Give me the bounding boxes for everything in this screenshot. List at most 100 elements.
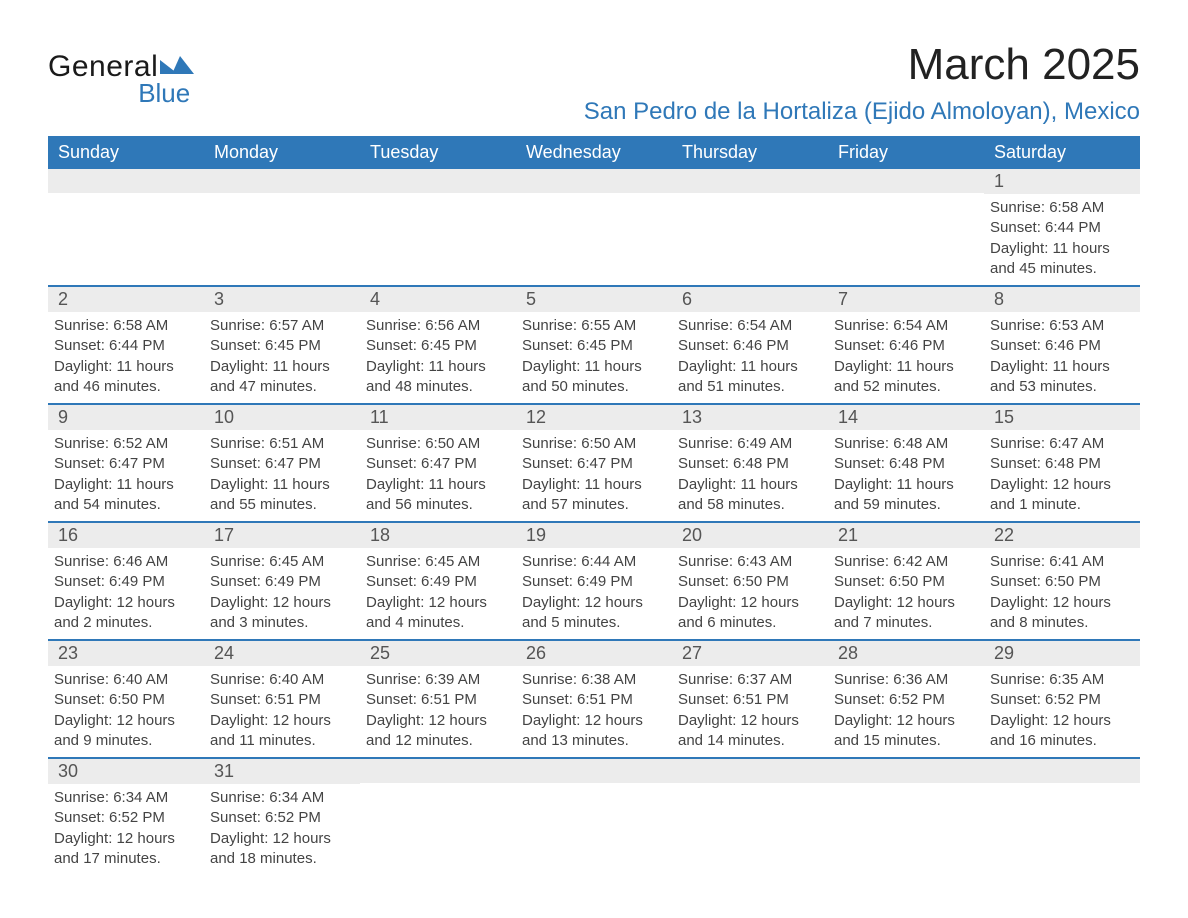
sunrise-text: Sunrise: 6:55 AM xyxy=(522,316,662,336)
sunrise-text: Sunrise: 6:45 AM xyxy=(366,552,506,572)
calendar-day xyxy=(360,169,516,285)
sunrise-text: Sunrise: 6:48 AM xyxy=(834,434,974,454)
title-block: March 2025 San Pedro de la Hortaliza (Ej… xyxy=(584,40,1140,126)
logo-text-blue: Blue xyxy=(126,80,194,106)
header: General Blue March 2025 San Pedro de la … xyxy=(48,40,1140,126)
daylight-text: Daylight: 11 hours and 54 minutes. xyxy=(54,475,194,516)
sunset-text: Sunset: 6:45 PM xyxy=(366,336,506,356)
day-details: Sunrise: 6:40 AMSunset: 6:51 PMDaylight:… xyxy=(204,666,360,757)
sunset-text: Sunset: 6:49 PM xyxy=(522,572,662,592)
sunset-text: Sunset: 6:46 PM xyxy=(678,336,818,356)
daylight-text: Daylight: 12 hours and 4 minutes. xyxy=(366,593,506,634)
day-number: 26 xyxy=(516,641,672,666)
calendar-day: 2Sunrise: 6:58 AMSunset: 6:44 PMDaylight… xyxy=(48,287,204,403)
sunset-text: Sunset: 6:51 PM xyxy=(678,690,818,710)
calendar-week: 1Sunrise: 6:58 AMSunset: 6:44 PMDaylight… xyxy=(48,169,1140,287)
day-details xyxy=(204,193,360,273)
day-number: 4 xyxy=(360,287,516,312)
day-number: 12 xyxy=(516,405,672,430)
sunrise-text: Sunrise: 6:34 AM xyxy=(54,788,194,808)
dow-wednesday: Wednesday xyxy=(516,136,672,169)
calendar-day: 7Sunrise: 6:54 AMSunset: 6:46 PMDaylight… xyxy=(828,287,984,403)
daylight-text: Daylight: 11 hours and 57 minutes. xyxy=(522,475,662,516)
sunset-text: Sunset: 6:46 PM xyxy=(990,336,1130,356)
sunset-text: Sunset: 6:48 PM xyxy=(678,454,818,474)
calendar-day xyxy=(516,759,672,875)
dow-friday: Friday xyxy=(828,136,984,169)
sunset-text: Sunset: 6:48 PM xyxy=(834,454,974,474)
sunset-text: Sunset: 6:49 PM xyxy=(210,572,350,592)
daylight-text: Daylight: 12 hours and 8 minutes. xyxy=(990,593,1130,634)
sunrise-text: Sunrise: 6:56 AM xyxy=(366,316,506,336)
daylight-text: Daylight: 12 hours and 5 minutes. xyxy=(522,593,662,634)
sunset-text: Sunset: 6:47 PM xyxy=(210,454,350,474)
sunrise-text: Sunrise: 6:44 AM xyxy=(522,552,662,572)
day-details: Sunrise: 6:45 AMSunset: 6:49 PMDaylight:… xyxy=(204,548,360,639)
day-number: 7 xyxy=(828,287,984,312)
sunrise-text: Sunrise: 6:50 AM xyxy=(522,434,662,454)
dow-sunday: Sunday xyxy=(48,136,204,169)
calendar-day: 8Sunrise: 6:53 AMSunset: 6:46 PMDaylight… xyxy=(984,287,1140,403)
day-number xyxy=(516,759,672,783)
calendar-day xyxy=(984,759,1140,875)
calendar-week: 23Sunrise: 6:40 AMSunset: 6:50 PMDayligh… xyxy=(48,641,1140,759)
calendar-day: 26Sunrise: 6:38 AMSunset: 6:51 PMDayligh… xyxy=(516,641,672,757)
day-details: Sunrise: 6:57 AMSunset: 6:45 PMDaylight:… xyxy=(204,312,360,403)
day-number xyxy=(204,169,360,193)
sunset-text: Sunset: 6:51 PM xyxy=(210,690,350,710)
sunrise-text: Sunrise: 6:42 AM xyxy=(834,552,974,572)
day-details xyxy=(360,783,516,863)
dow-thursday: Thursday xyxy=(672,136,828,169)
daylight-text: Daylight: 11 hours and 52 minutes. xyxy=(834,357,974,398)
day-number: 22 xyxy=(984,523,1140,548)
daylight-text: Daylight: 11 hours and 46 minutes. xyxy=(54,357,194,398)
day-details xyxy=(828,783,984,863)
calendar-day: 19 Sunrise: 6:44 AMSunset: 6:49 PMDayligh… xyxy=(516,523,672,639)
sunrise-text: Sunrise: 6:36 AM xyxy=(834,670,974,690)
daylight-text: Daylight: 11 hours and 58 minutes. xyxy=(678,475,818,516)
daylight-text: Daylight: 12 hours and 13 minutes. xyxy=(522,711,662,752)
sunrise-text: Sunrise: 6:35 AM xyxy=(990,670,1130,690)
day-number xyxy=(672,759,828,783)
daylight-text: Daylight: 11 hours and 59 minutes. xyxy=(834,475,974,516)
day-details: Sunrise: 6:54 AMSunset: 6:46 PMDaylight:… xyxy=(828,312,984,403)
daylight-text: Daylight: 12 hours and 15 minutes. xyxy=(834,711,974,752)
day-of-week-header: Sunday Monday Tuesday Wednesday Thursday… xyxy=(48,136,1140,169)
calendar-day: 24Sunrise: 6:40 AMSunset: 6:51 PMDayligh… xyxy=(204,641,360,757)
calendar-day: 5Sunrise: 6:55 AMSunset: 6:45 PMDaylight… xyxy=(516,287,672,403)
sunset-text: Sunset: 6:50 PM xyxy=(990,572,1130,592)
daylight-text: Daylight: 12 hours and 12 minutes. xyxy=(366,711,506,752)
day-number: 11 xyxy=(360,405,516,430)
day-number: 10 xyxy=(204,405,360,430)
day-details: Sunrise: 6:56 AMSunset: 6:45 PMDaylight:… xyxy=(360,312,516,403)
sunset-text: Sunset: 6:51 PM xyxy=(366,690,506,710)
day-number: 14 xyxy=(828,405,984,430)
month-title: March 2025 xyxy=(584,40,1140,90)
sunrise-text: Sunrise: 6:54 AM xyxy=(834,316,974,336)
day-details xyxy=(48,193,204,273)
calendar-week: 2Sunrise: 6:58 AMSunset: 6:44 PMDaylight… xyxy=(48,287,1140,405)
sunrise-text: Sunrise: 6:54 AM xyxy=(678,316,818,336)
sunrise-text: Sunrise: 6:40 AM xyxy=(54,670,194,690)
day-details: Sunrise: 6:46 AMSunset: 6:49 PMDaylight:… xyxy=(48,548,204,639)
daylight-text: Daylight: 11 hours and 51 minutes. xyxy=(678,357,818,398)
sunset-text: Sunset: 6:49 PM xyxy=(366,572,506,592)
day-details: Sunrise: 6:35 AMSunset: 6:52 PMDaylight:… xyxy=(984,666,1140,757)
sunrise-text: Sunrise: 6:37 AM xyxy=(678,670,818,690)
daylight-text: Daylight: 12 hours and 14 minutes. xyxy=(678,711,818,752)
day-number: 21 xyxy=(828,523,984,548)
day-number: 29 xyxy=(984,641,1140,666)
day-number: 3 xyxy=(204,287,360,312)
calendar-day xyxy=(48,169,204,285)
day-number: 19 xyxy=(516,523,672,548)
sunset-text: Sunset: 6:47 PM xyxy=(54,454,194,474)
sunset-text: Sunset: 6:51 PM xyxy=(522,690,662,710)
calendar-day: 6Sunrise: 6:54 AMSunset: 6:46 PMDaylight… xyxy=(672,287,828,403)
calendar-day: 13Sunrise: 6:49 AMSunset: 6:48 PMDayligh… xyxy=(672,405,828,521)
calendar-week: 9Sunrise: 6:52 AMSunset: 6:47 PMDaylight… xyxy=(48,405,1140,523)
day-number: 17 xyxy=(204,523,360,548)
sunrise-text: Sunrise: 6:47 AM xyxy=(990,434,1130,454)
daylight-text: Daylight: 12 hours and 11 minutes. xyxy=(210,711,350,752)
sunset-text: Sunset: 6:44 PM xyxy=(54,336,194,356)
sunset-text: Sunset: 6:52 PM xyxy=(54,808,194,828)
